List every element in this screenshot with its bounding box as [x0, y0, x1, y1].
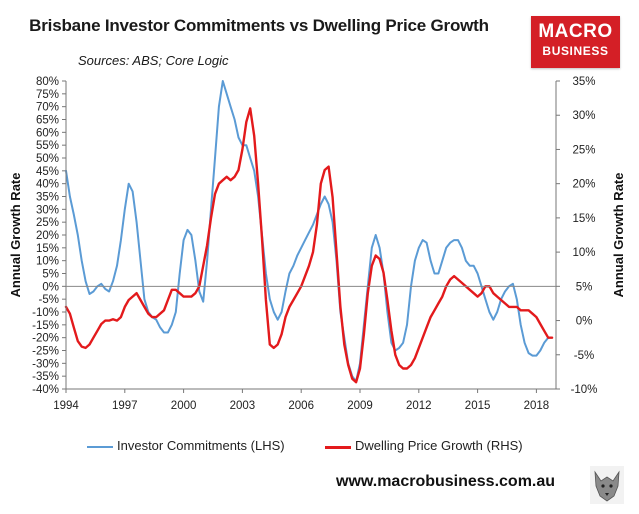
wolf-mascot-icon: [590, 466, 624, 504]
y-axis-label-right: Annual Growth Rate: [611, 173, 626, 298]
x-tick-label: 2015: [465, 400, 491, 412]
right-tick-label: 5%: [576, 281, 593, 293]
brand-line-2: BUSINESS: [542, 44, 609, 58]
left-tick-label: 5%: [42, 269, 59, 281]
series-line-investor-commitments: [65, 80, 550, 383]
left-tick-label: 15%: [36, 243, 59, 255]
right-tick-label: -10%: [571, 384, 598, 396]
right-tick-label: 35%: [572, 76, 595, 88]
left-tick-label: 80%: [36, 76, 59, 88]
left-tick-label: 10%: [36, 256, 59, 268]
left-tick-label: 65%: [36, 115, 59, 127]
legend-label-investor: Investor Commitments (LHS): [117, 438, 285, 453]
chart-title: Brisbane Investor Commitments vs Dwellin…: [29, 16, 489, 35]
right-tick-label: 30%: [572, 110, 595, 122]
x-tick-label: 1997: [112, 400, 138, 412]
left-tick-label: 75%: [36, 89, 59, 101]
x-tick-label: 2018: [524, 400, 550, 412]
left-tick-label: 55%: [36, 140, 59, 152]
series-line-dwelling-price-growth: [64, 107, 554, 384]
left-tick-label: 0%: [42, 281, 59, 293]
left-tick-label: 30%: [36, 204, 59, 216]
left-tick-label: 45%: [36, 166, 59, 178]
x-tick-label: 2012: [406, 400, 432, 412]
right-tick-label: 25%: [572, 144, 595, 156]
left-tick-label: 50%: [36, 153, 59, 165]
website-url[interactable]: www.macrobusiness.com.au: [336, 473, 556, 490]
chart-subtitle: Sources: ABS; Core Logic: [78, 53, 229, 68]
left-tick-label: 20%: [36, 230, 59, 242]
left-tick-label: 35%: [36, 192, 59, 204]
macrobusiness-logo: MACRO BUSINESS: [531, 16, 620, 68]
x-tick-label: 2006: [288, 400, 314, 412]
left-tick-label: 60%: [36, 127, 59, 139]
left-tick-label: 40%: [36, 179, 59, 191]
legend-swatch-investor: [87, 446, 113, 448]
left-tick-label: -40%: [32, 384, 59, 396]
left-tick-label: -20%: [32, 333, 59, 345]
x-tick-label: 1994: [53, 400, 79, 412]
right-tick-label: 0%: [576, 316, 593, 328]
left-tick-label: -15%: [32, 320, 59, 332]
left-tick-label: -30%: [32, 358, 59, 370]
left-tick-label: 25%: [36, 217, 59, 229]
right-tick-label: 10%: [572, 247, 595, 259]
right-tick-label: -5%: [574, 350, 594, 362]
legend-label-price: Dwelling Price Growth (RHS): [355, 438, 523, 453]
brand-line-1: MACRO: [538, 21, 613, 42]
left-tick-label: -25%: [32, 346, 59, 358]
left-tick-label: -10%: [32, 307, 59, 319]
x-tick-label: 2009: [347, 400, 373, 412]
left-tick-label: 70%: [36, 102, 59, 114]
y-axis-label-left: Annual Growth Rate: [8, 173, 23, 298]
x-tick-label: 2003: [230, 400, 256, 412]
left-tick-label: -35%: [32, 371, 59, 383]
x-tick-label: 2000: [171, 400, 197, 412]
left-tick-label: -5%: [39, 294, 59, 306]
legend-swatch-price: [325, 446, 351, 449]
chart-plot: -40%-35%-30%-25%-20%-15%-10%-5%0%5%10%15…: [8, 76, 626, 412]
right-tick-label: 15%: [572, 213, 595, 225]
right-tick-label: 20%: [572, 179, 595, 191]
